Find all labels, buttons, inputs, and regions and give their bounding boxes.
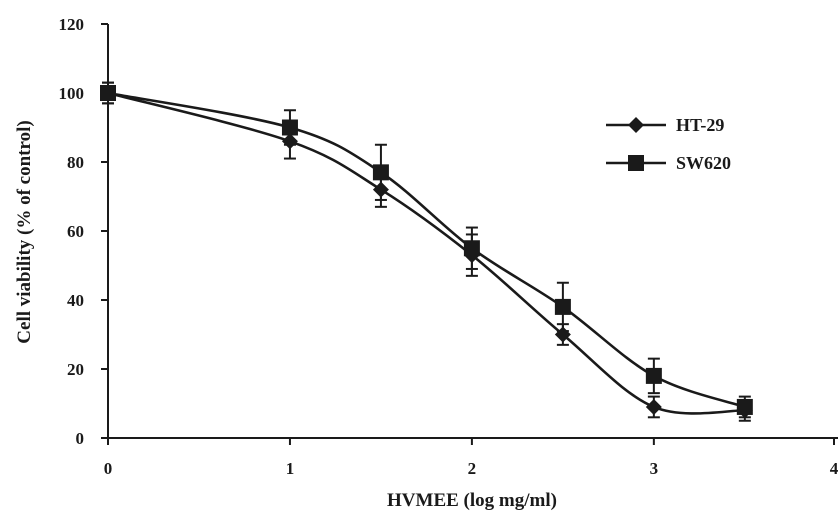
y-tick-label: 80 xyxy=(67,153,84,172)
x-tick-label: 0 xyxy=(104,459,113,478)
y-axis-title: Cell viability (% of control) xyxy=(14,120,35,343)
axes xyxy=(107,24,838,439)
y-tick-label: 60 xyxy=(67,222,84,241)
y-ticks: 0 20 40 60 80 100 120 xyxy=(59,15,108,448)
data-point xyxy=(645,398,662,415)
x-ticks: 0 1 2 3 4 xyxy=(104,438,838,478)
data-point xyxy=(645,367,662,384)
x-tick-label: 4 xyxy=(830,459,838,478)
legend-label: HT-29 xyxy=(676,115,724,135)
series-sw620 xyxy=(100,81,753,419)
x-tick-label: 3 xyxy=(650,459,659,478)
x-axis-title: HVMEE (log mg/ml) xyxy=(387,490,557,511)
data-point xyxy=(463,240,480,257)
data-point xyxy=(736,398,753,415)
y-tick-label: 120 xyxy=(59,15,85,34)
data-point xyxy=(281,119,298,136)
y-tick-label: 0 xyxy=(76,429,85,448)
x-tick-label: 1 xyxy=(286,459,295,478)
legend: HT-29 SW620 xyxy=(606,115,731,173)
y-tick-label: 40 xyxy=(67,291,84,310)
data-point xyxy=(554,298,571,315)
series-layer xyxy=(100,81,753,422)
legend-label: SW620 xyxy=(676,153,731,173)
series-line xyxy=(107,91,746,409)
legend-marker xyxy=(628,117,644,133)
legend-marker xyxy=(628,155,644,171)
y-tick-label: 20 xyxy=(67,360,84,379)
x-tick-label: 2 xyxy=(468,459,477,478)
y-tick-label: 100 xyxy=(59,84,85,103)
series-line xyxy=(107,91,745,415)
data-point xyxy=(100,85,116,101)
data-point xyxy=(372,164,389,181)
